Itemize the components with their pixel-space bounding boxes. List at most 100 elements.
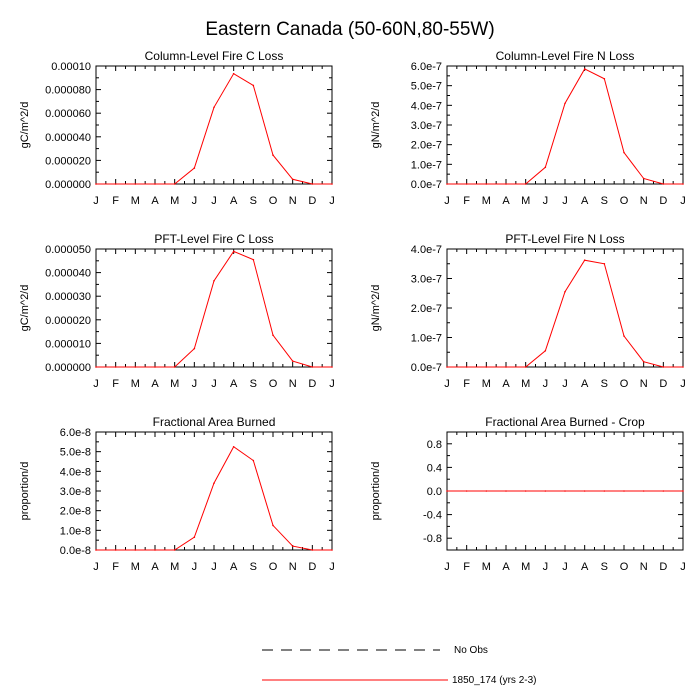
panel-3-xtick-label: M (131, 378, 140, 390)
panel-6-point (662, 490, 665, 492)
panel-3-xtick-label: J (93, 378, 99, 390)
panel-5-point (291, 545, 294, 547)
panel-4-xtick-label: M (482, 378, 491, 390)
panel-4-xtick-label: N (640, 378, 648, 390)
panel-6-xtick-label: J (562, 561, 568, 573)
panel-5-point (95, 549, 97, 551)
panel-2-point (524, 183, 527, 185)
panel-6-xtick-label: F (463, 561, 470, 573)
panel-1-xtick-label: S (250, 195, 257, 207)
panel-5-point (252, 459, 255, 462)
panel-2-xtick-label: S (601, 195, 608, 207)
legend-model-label: 1850_174 (yrs 2-3) (452, 675, 537, 686)
panel-3-ylabel: gC/m^2/d (19, 285, 31, 332)
panel-4-point (485, 366, 488, 368)
panel-1-point (154, 183, 156, 185)
panel-3-xtick-label: F (112, 378, 119, 390)
panel-3-point (272, 334, 274, 336)
panel-6-point (603, 490, 606, 492)
panel-5-point (193, 536, 196, 539)
panel-3-ytick-label: 0.000050 (45, 244, 91, 256)
panel-1-xtick-label: O (269, 195, 278, 207)
panel-6-point (564, 490, 566, 492)
panel-1-xtick-label: J (211, 195, 217, 207)
panel-2-ytick-label: 6.0e-7 (411, 61, 442, 73)
panel-4-xtick-label: S (601, 378, 608, 390)
panel-4-xtick-label: A (502, 378, 510, 390)
panel-2-ylabel: gN/m^2/d (370, 102, 382, 149)
panel-6-xtick-label: O (620, 561, 629, 573)
panel-1-point (331, 183, 333, 185)
panel-6-point (623, 490, 625, 492)
panel-5-xtick-label: J (329, 561, 335, 573)
panel-5-xtick-label: J (192, 561, 198, 573)
panel-1-ytick-label: 0.000040 (45, 132, 91, 144)
panel-1-xtick-label: J (329, 195, 335, 207)
panel-4-xtick-label: J (680, 378, 686, 390)
panel-3-ytick-label: 0.000040 (45, 268, 91, 280)
panel-6-xtick-label: A (581, 561, 589, 573)
panel-1-point (232, 72, 235, 75)
panel-2-point (583, 68, 586, 70)
panel-6-xtick-label: A (502, 561, 510, 573)
panel-5-xtick-label: S (250, 561, 257, 573)
panel-1-ylabel: gC/m^2/d (19, 102, 31, 149)
panel-4-point (583, 259, 586, 262)
panel-1-xtick-label: J (192, 195, 198, 207)
panel-3-point (193, 347, 196, 350)
panel-6-point (465, 490, 468, 492)
panel-4-xtick-label: F (463, 378, 470, 390)
panel-2-point (662, 183, 665, 185)
panel-3-point (252, 258, 255, 261)
legend-obs-label: No Obs (454, 645, 488, 656)
panel-3-point (134, 366, 137, 368)
panel-5-point (311, 549, 314, 551)
panel-6-ylabel: proportion/d (370, 462, 382, 521)
panel-3-ytick-label: 0.000000 (45, 362, 91, 374)
panel-2-point (544, 166, 547, 169)
panel-3-point (311, 366, 314, 368)
panel-4-point (446, 366, 448, 368)
panel-4-xtick-label: O (620, 378, 629, 390)
panel-5-ytick-label: 1.0e-8 (60, 525, 91, 537)
panel-3-point (232, 250, 235, 253)
panel-6-xtick-label: M (482, 561, 491, 573)
panel-2-xtick-label: A (502, 195, 510, 207)
panel-3-xtick-label: J (211, 378, 217, 390)
panel-1-point (272, 154, 274, 156)
panel-2-point (485, 183, 488, 185)
panel-4-point (603, 262, 606, 265)
panel-5-xtick-label: J (211, 561, 217, 573)
panel-3-point (154, 366, 156, 368)
panel-4-point (465, 366, 468, 368)
legend: No Obs 1850_174 (yrs 2-3) (262, 645, 537, 686)
panel-6-xtick-label: J (444, 561, 450, 573)
panel-6-point (505, 490, 507, 492)
panel-4-point (642, 360, 645, 363)
panel-5-ylabel: proportion/d (19, 462, 31, 521)
panel-6: Fractional Area Burned - Crop proportion/… (370, 415, 686, 573)
panel-1-ytick-label: 0.000080 (45, 85, 91, 97)
panel-2-ytick-label: 5.0e-7 (411, 81, 442, 93)
panel-6-point (485, 490, 488, 492)
panel-2-point (623, 151, 625, 154)
panel-3-point (331, 366, 333, 368)
panel-3-point (291, 360, 294, 362)
panel-4-title: PFT-Level Fire N Loss (505, 232, 624, 246)
panel-5-xtick-label: A (151, 561, 159, 573)
panel-2-ytick-label: 0.0e-7 (411, 179, 442, 191)
panel-3-xtick-label: O (269, 378, 278, 390)
panel-1-xtick-label: M (170, 195, 179, 207)
panel-5-xtick-label: O (269, 561, 278, 573)
panel-1-xtick-label: A (151, 195, 159, 207)
panel-5-ytick-label: 3.0e-8 (60, 486, 91, 498)
panel-5-ytick-label: 2.0e-8 (60, 506, 91, 518)
panel-5-xtick-label: D (308, 561, 316, 573)
panel-4-ytick-label: 4.0e-7 (411, 244, 442, 256)
panel-1-xtick-label: N (289, 195, 297, 207)
panel-4-xtick-label: J (543, 378, 549, 390)
panel-5-point (114, 549, 117, 551)
panel-5-xtick-label: F (112, 561, 119, 573)
panel-4-ytick-label: 3.0e-7 (411, 274, 442, 286)
